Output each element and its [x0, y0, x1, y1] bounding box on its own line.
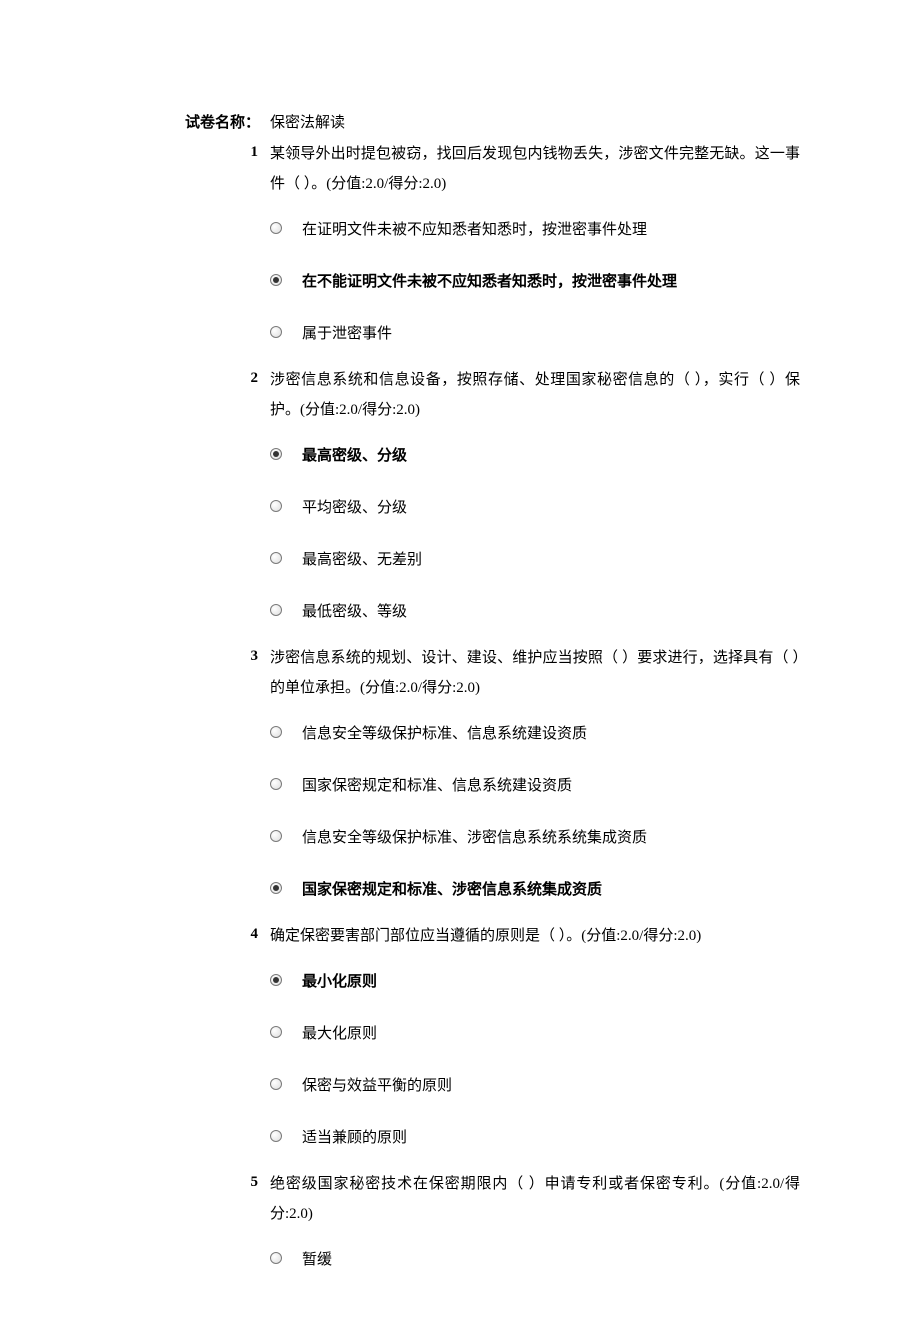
option[interactable]: 最低密级、等级: [270, 587, 800, 637]
radio-icon[interactable]: [270, 222, 282, 234]
question-number: 2: [155, 365, 270, 392]
radio-icon[interactable]: [270, 274, 282, 286]
option-text: 信息安全等级保护标准、信息系统建设资质: [302, 720, 800, 748]
option[interactable]: 平均密级、分级: [270, 483, 800, 533]
option-text: 最低密级、等级: [302, 598, 800, 626]
radio-icon[interactable]: [270, 604, 282, 616]
radio-icon[interactable]: [270, 326, 282, 338]
radio-icon[interactable]: [270, 974, 282, 986]
option-text: 属于泄密事件: [302, 320, 800, 348]
radio-icon[interactable]: [270, 1252, 282, 1264]
exam-label: 试卷名称：: [155, 110, 270, 137]
question-block: 5绝密级国家秘密技术在保密期限内（ ）申请专利或者保密专利。(分值:2.0/得分…: [155, 1169, 800, 1285]
question-text: 涉密信息系统和信息设备，按照存储、处理国家秘密信息的（ ），实行（ ）保护。(分…: [270, 365, 800, 425]
option[interactable]: 信息安全等级保护标准、涉密信息系统系统集成资质: [270, 813, 800, 863]
option-text: 国家保密规定和标准、涉密信息系统集成资质: [302, 876, 800, 904]
question-block: 2涉密信息系统和信息设备，按照存储、处理国家秘密信息的（ ），实行（ ）保护。(…: [155, 365, 800, 637]
option[interactable]: 在证明文件未被不应知悉者知悉时，按泄密事件处理: [270, 205, 800, 255]
question-number: 1: [155, 139, 270, 166]
question-text: 绝密级国家秘密技术在保密期限内（ ）申请专利或者保密专利。(分值:2.0/得分:…: [270, 1169, 800, 1229]
option[interactable]: 最大化原则: [270, 1009, 800, 1059]
option[interactable]: 适当兼顾的原则: [270, 1113, 800, 1163]
option[interactable]: 在不能证明文件未被不应知悉者知悉时，按泄密事件处理: [270, 257, 800, 307]
option[interactable]: 最小化原则: [270, 957, 800, 1007]
option-text: 适当兼顾的原则: [302, 1124, 800, 1152]
question-text: 涉密信息系统的规划、设计、建设、维护应当按照（ ）要求进行，选择具有（ ）的单位…: [270, 643, 800, 703]
radio-icon[interactable]: [270, 500, 282, 512]
radio-icon[interactable]: [270, 1026, 282, 1038]
radio-icon[interactable]: [270, 552, 282, 564]
radio-icon[interactable]: [270, 830, 282, 842]
option-text: 保密与效益平衡的原则: [302, 1072, 800, 1100]
option-text: 最高密级、无差别: [302, 546, 800, 574]
option[interactable]: 最高密级、无差别: [270, 535, 800, 585]
question-number: 5: [155, 1169, 270, 1196]
question-block: 4确定保密要害部门部位应当遵循的原则是（ ）。(分值:2.0/得分:2.0) 最小…: [155, 921, 800, 1163]
option[interactable]: 保密与效益平衡的原则: [270, 1061, 800, 1111]
question-number: 3: [155, 643, 270, 670]
radio-icon[interactable]: [270, 1130, 282, 1142]
option[interactable]: 信息安全等级保护标准、信息系统建设资质: [270, 709, 800, 759]
option-text: 在证明文件未被不应知悉者知悉时，按泄密事件处理: [302, 216, 800, 244]
radio-icon[interactable]: [270, 726, 282, 738]
option-text: 在不能证明文件未被不应知悉者知悉时，按泄密事件处理: [302, 268, 800, 296]
question-number: 4: [155, 921, 270, 948]
option-text: 最高密级、分级: [302, 442, 800, 470]
question-text: 某领导外出时提包被窃，找回后发现包内钱物丢失，涉密文件完整无缺。这一事件（ ）。…: [270, 139, 800, 199]
exam-header: 试卷名称： 保密法解读: [155, 110, 800, 137]
radio-icon[interactable]: [270, 882, 282, 894]
option[interactable]: 最高密级、分级: [270, 431, 800, 481]
radio-icon[interactable]: [270, 448, 282, 460]
option[interactable]: 属于泄密事件: [270, 309, 800, 359]
option-text: 国家保密规定和标准、信息系统建设资质: [302, 772, 800, 800]
option-text: 最小化原则: [302, 968, 800, 996]
option[interactable]: 国家保密规定和标准、信息系统建设资质: [270, 761, 800, 811]
question-block: 1某领导外出时提包被窃，找回后发现包内钱物丢失，涉密文件完整无缺。这一事件（ ）…: [155, 139, 800, 359]
option[interactable]: 国家保密规定和标准、涉密信息系统集成资质: [270, 865, 800, 915]
option-text: 暂缓: [302, 1246, 800, 1274]
question-text: 确定保密要害部门部位应当遵循的原则是（ ）。(分值:2.0/得分:2.0): [270, 921, 800, 951]
exam-title: 保密法解读: [270, 110, 800, 137]
option-text: 信息安全等级保护标准、涉密信息系统系统集成资质: [302, 824, 800, 852]
question-block: 3涉密信息系统的规划、设计、建设、维护应当按照（ ）要求进行，选择具有（ ）的单…: [155, 643, 800, 915]
option-text: 平均密级、分级: [302, 494, 800, 522]
option-text: 最大化原则: [302, 1020, 800, 1048]
radio-icon[interactable]: [270, 1078, 282, 1090]
radio-icon[interactable]: [270, 778, 282, 790]
option[interactable]: 暂缓: [270, 1235, 800, 1285]
